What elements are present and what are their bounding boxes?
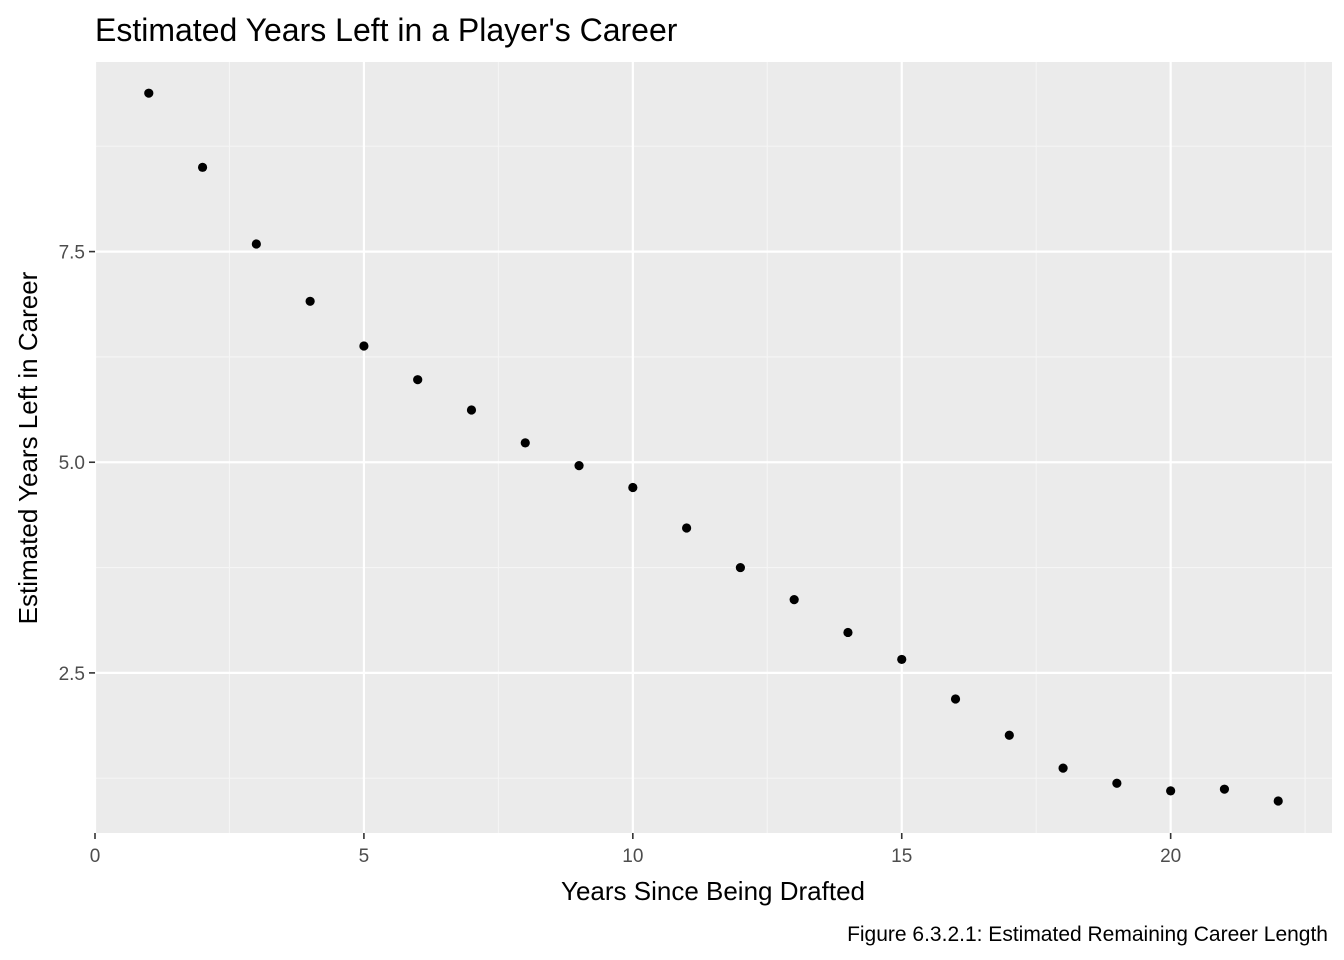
- y-tick-label: 2.5: [59, 664, 85, 685]
- data-point: [1219, 784, 1230, 794]
- x-tick-label: 10: [622, 846, 643, 867]
- data-point: [1273, 796, 1283, 806]
- y-axis-label: Estimated Years Left in Career: [13, 271, 43, 624]
- data-point: [682, 523, 692, 533]
- x-axis-label: Years Since Being Drafted: [561, 876, 865, 906]
- data-point: [843, 627, 853, 638]
- data-points: [144, 88, 1283, 806]
- data-point: [1166, 786, 1176, 796]
- y-axis-ticks: 2.5 5.0 7.5: [59, 243, 95, 685]
- data-point: [197, 162, 208, 172]
- data-point: [789, 594, 799, 605]
- data-point: [466, 405, 477, 415]
- data-point: [359, 341, 369, 351]
- data-point: [1004, 730, 1014, 740]
- data-point: [574, 461, 584, 471]
- x-tick-label: 20: [1160, 846, 1181, 867]
- data-point: [520, 438, 530, 448]
- data-point: [305, 296, 315, 306]
- figure-caption: Figure 6.3.2.1: Estimated Remaining Care…: [847, 923, 1328, 946]
- x-tick-label: 15: [891, 846, 912, 867]
- data-point: [144, 88, 154, 98]
- data-point: [950, 694, 961, 704]
- x-tick-label: 5: [359, 846, 370, 867]
- data-point: [897, 654, 907, 665]
- x-tick-label: 0: [90, 846, 101, 867]
- x-axis-ticks: 0 5 10 15 20: [90, 833, 1181, 867]
- data-point: [251, 239, 261, 249]
- data-point: [735, 562, 745, 573]
- chart-title: Estimated Years Left in a Player's Caree…: [95, 12, 678, 48]
- grid-lines: [93, 62, 1332, 833]
- data-point: [1058, 763, 1068, 773]
- y-tick-label: 7.5: [59, 243, 85, 264]
- data-point: [628, 482, 638, 493]
- plot-panel: [95, 62, 1332, 833]
- y-tick-label: 5.0: [59, 453, 85, 474]
- data-point: [413, 375, 423, 385]
- data-point: [1112, 778, 1122, 788]
